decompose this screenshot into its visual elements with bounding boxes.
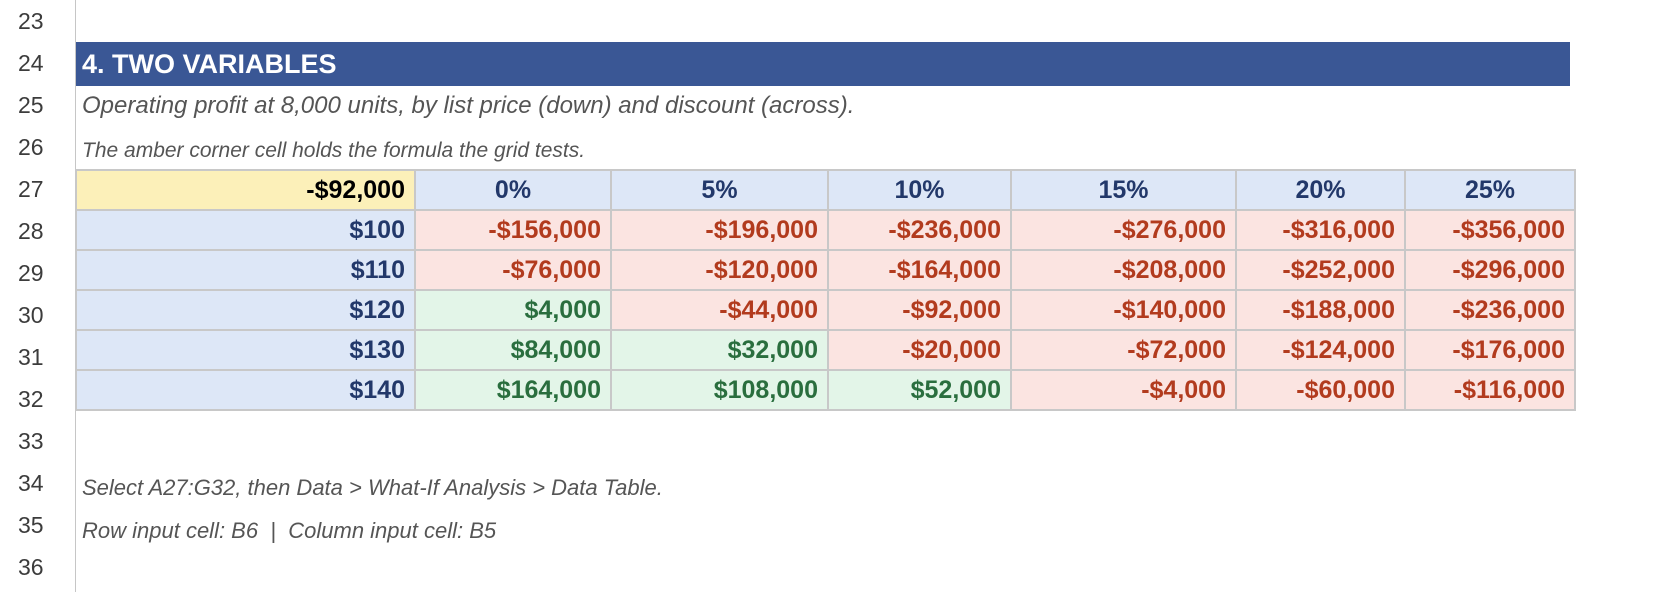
row-number[interactable]: 26 (18, 134, 44, 160)
row-number[interactable]: 24 (18, 50, 44, 76)
profit-cell[interactable]: $108,000 (610, 369, 829, 411)
row-number[interactable]: 25 (18, 92, 44, 118)
profit-cell[interactable]: -$164,000 (827, 249, 1012, 291)
profit-cell[interactable]: -$208,000 (1010, 249, 1237, 291)
header-row: -$92,000 0% 5% 10% 15% 20% 25% (75, 169, 1576, 211)
row-number[interactable]: 27 (18, 176, 44, 202)
table-row: $120 $4,000 -$44,000 -$92,000 -$140,000 … (75, 289, 1576, 331)
instruction-cell[interactable]: Select A27:G32, then Data > What-If Anal… (82, 475, 663, 500)
discount-header-cell[interactable]: 25% (1404, 169, 1576, 211)
profit-cell[interactable]: -$176,000 (1404, 329, 1576, 371)
price-header-cell[interactable]: $140 (75, 369, 416, 411)
table-row: $110 -$76,000 -$120,000 -$164,000 -$208,… (75, 249, 1576, 291)
profit-cell[interactable]: -$196,000 (610, 209, 829, 251)
profit-cell[interactable]: $52,000 (827, 369, 1012, 411)
profit-cell[interactable]: -$236,000 (1404, 289, 1576, 331)
row-number[interactable]: 34 (18, 470, 44, 496)
subtitle-cell[interactable]: Operating profit at 8,000 units, by list… (82, 92, 855, 119)
discount-header-cell[interactable]: 5% (610, 169, 829, 211)
discount-header-cell[interactable]: 20% (1235, 169, 1406, 211)
profit-cell[interactable]: -$252,000 (1235, 249, 1406, 291)
row-number[interactable]: 32 (18, 386, 44, 412)
profit-cell[interactable]: -$316,000 (1235, 209, 1406, 251)
profit-cell[interactable]: -$20,000 (827, 329, 1012, 371)
row-number[interactable]: 30 (18, 302, 44, 328)
profit-cell[interactable]: -$92,000 (827, 289, 1012, 331)
note-cell[interactable]: The amber corner cell holds the formula … (82, 139, 586, 162)
price-header-cell[interactable]: $100 (75, 209, 416, 251)
profit-cell[interactable]: -$60,000 (1235, 369, 1406, 411)
profit-cell[interactable]: -$188,000 (1235, 289, 1406, 331)
discount-header-cell[interactable]: 15% (1010, 169, 1237, 211)
formula-corner-cell[interactable]: -$92,000 (75, 169, 416, 211)
data-table-grid: -$92,000 0% 5% 10% 15% 20% 25% $100 -$15… (75, 169, 1576, 411)
profit-cell[interactable]: -$120,000 (610, 249, 829, 291)
profit-cell[interactable]: -$296,000 (1404, 249, 1576, 291)
discount-header-cell[interactable]: 10% (827, 169, 1012, 211)
row-number[interactable]: 35 (18, 512, 44, 538)
profit-cell[interactable]: -$116,000 (1404, 369, 1576, 411)
profit-cell[interactable]: -$156,000 (414, 209, 612, 251)
row-number[interactable]: 23 (18, 8, 44, 34)
row-number[interactable]: 28 (18, 218, 44, 244)
profit-cell[interactable]: $84,000 (414, 329, 612, 371)
row-number[interactable]: 29 (18, 260, 44, 286)
profit-cell[interactable]: $164,000 (414, 369, 612, 411)
row-number[interactable]: 31 (18, 344, 44, 370)
profit-cell[interactable]: $32,000 (610, 329, 829, 371)
discount-header-cell[interactable]: 0% (414, 169, 612, 211)
profit-cell[interactable]: -$124,000 (1235, 329, 1406, 371)
profit-cell[interactable]: -$76,000 (414, 249, 612, 291)
row-number[interactable]: 36 (18, 554, 44, 580)
row-number[interactable]: 33 (18, 428, 44, 454)
table-row: $100 -$156,000 -$196,000 -$236,000 -$276… (75, 209, 1576, 251)
row-header-column: 23 24 25 26 27 28 29 30 31 32 33 34 35 3… (0, 0, 76, 592)
table-row: $130 $84,000 $32,000 -$20,000 -$72,000 -… (75, 329, 1576, 371)
price-header-cell[interactable]: $130 (75, 329, 416, 371)
profit-cell[interactable]: -$44,000 (610, 289, 829, 331)
price-header-cell[interactable]: $110 (75, 249, 416, 291)
section-title-cell[interactable]: 4. TWO VARIABLES (76, 42, 1570, 86)
input-cells-note[interactable]: Row input cell: B6 | Column input cell: … (82, 518, 497, 543)
profit-cell[interactable]: -$72,000 (1010, 329, 1237, 371)
table-row: $140 $164,000 $108,000 $52,000 -$4,000 -… (75, 369, 1576, 411)
profit-cell[interactable]: -$276,000 (1010, 209, 1237, 251)
profit-cell[interactable]: -$236,000 (827, 209, 1012, 251)
profit-cell[interactable]: -$140,000 (1010, 289, 1237, 331)
profit-cell[interactable]: $4,000 (414, 289, 612, 331)
profit-cell[interactable]: -$356,000 (1404, 209, 1576, 251)
price-header-cell[interactable]: $120 (75, 289, 416, 331)
profit-cell[interactable]: -$4,000 (1010, 369, 1237, 411)
